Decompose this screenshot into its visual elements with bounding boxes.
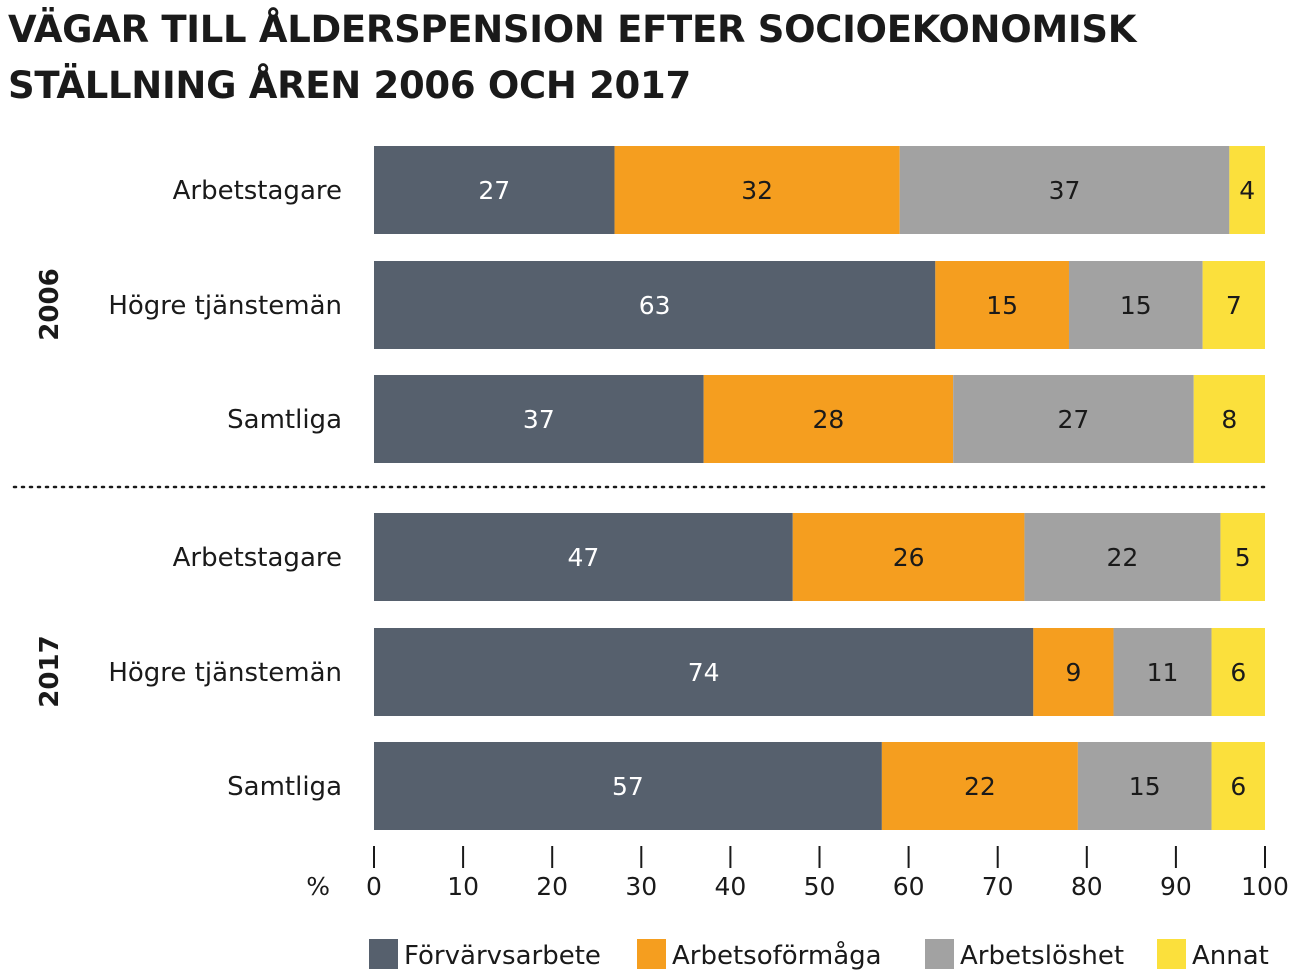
bar-segment-arbetsloshet-samtliga-2017: [1077, 742, 1212, 830]
bar-segment-arbetsloshet-hogre-tjansteman-2006: [1068, 261, 1203, 349]
data-label-annat-samtliga-2006: 8: [1221, 405, 1237, 434]
bar-segment-arbetsoformaga-arbetstagare-2006: [614, 146, 900, 234]
data-label-annat-arbetstagare-2017: 5: [1235, 543, 1251, 572]
data-label-arbetsoformaga-arbetstagare-2017: 26: [893, 543, 925, 572]
bar-segment-annat-samtliga-2017: [1211, 742, 1265, 830]
bar-segment-arbetsloshet-hogre-tjansteman-2017: [1113, 628, 1212, 716]
data-label-arbetsloshet-samtliga-2006: 27: [1058, 405, 1090, 434]
bar-segment-arbetsloshet-samtliga-2006: [953, 375, 1194, 463]
data-label-forvarvsarbete-arbetstagare-2017: 47: [567, 543, 599, 572]
data-label-forvarvsarbete-samtliga-2017: 57: [612, 772, 644, 801]
year-label-2017: 2017: [35, 635, 65, 707]
bar-segment-annat-hogre-tjansteman-2017: [1211, 628, 1265, 716]
legend-swatch-arbetsoformaga: [637, 939, 666, 969]
bar-segment-forvarvsarbete-arbetstagare-2006: [374, 146, 615, 234]
data-label-arbetsoformaga-arbetstagare-2006: 32: [741, 176, 773, 205]
bar-segment-arbetsoformaga-hogre-tjansteman-2017: [1033, 628, 1114, 716]
x-tick-label-60: 60: [893, 872, 925, 901]
legend-swatch-arbetsloshet: [925, 939, 954, 969]
category-label-hogre-tjansteman-2006: Högre tjänstemän: [108, 291, 342, 321]
data-label-arbetsloshet-samtliga-2017: 15: [1129, 772, 1161, 801]
data-label-forvarvsarbete-samtliga-2006: 37: [523, 405, 555, 434]
x-axis-label: %: [306, 872, 330, 901]
data-label-forvarvsarbete-hogre-tjansteman-2017: 74: [688, 658, 720, 687]
data-label-annat-hogre-tjansteman-2006: 7: [1226, 291, 1242, 320]
data-label-forvarvsarbete-arbetstagare-2006: 27: [478, 176, 510, 205]
bar-segment-arbetsloshet-arbetstagare-2017: [1024, 513, 1221, 601]
bar-segment-forvarvsarbete-hogre-tjansteman-2017: [374, 628, 1034, 716]
legend-swatch-forvarvsarbete: [369, 939, 398, 969]
x-tick-label-0: 0: [366, 872, 382, 901]
legend-label-arbetsoformaga: Arbetsoförmåga: [672, 940, 882, 971]
data-label-arbetsoformaga-hogre-tjansteman-2006: 15: [986, 291, 1018, 320]
data-label-arbetsoformaga-samtliga-2006: 28: [813, 405, 845, 434]
category-label-samtliga-2017: Samtliga: [227, 772, 342, 802]
bar-segment-annat-arbetstagare-2006: [1229, 146, 1265, 234]
bar-segment-annat-hogre-tjansteman-2006: [1202, 261, 1265, 349]
bar-segment-forvarvsarbete-hogre-tjansteman-2006: [374, 261, 936, 349]
year-label-2006: 2006: [35, 268, 65, 340]
legend-label-forvarvsarbete: Förvärvsarbete: [404, 941, 601, 971]
legend-swatch-annat: [1157, 939, 1186, 969]
bar-segment-annat-samtliga-2006: [1193, 375, 1265, 463]
bar-segment-arbetsoformaga-samtliga-2017: [881, 742, 1078, 830]
bar-segment-arbetsoformaga-hogre-tjansteman-2006: [935, 261, 1069, 349]
bar-segment-forvarvsarbete-arbetstagare-2017: [374, 513, 793, 601]
legend-label-arbetsloshet: Arbetslöshet: [960, 941, 1124, 971]
x-tick-label-40: 40: [714, 872, 746, 901]
bar-segment-arbetsloshet-arbetstagare-2006: [899, 146, 1230, 234]
category-label-arbetstagare-2017: Arbetstagare: [173, 543, 342, 573]
x-tick-label-20: 20: [536, 872, 568, 901]
data-label-arbetsoformaga-hogre-tjansteman-2017: 9: [1065, 658, 1081, 687]
data-label-forvarvsarbete-hogre-tjansteman-2006: 63: [639, 291, 671, 320]
data-label-annat-hogre-tjansteman-2017: 6: [1230, 658, 1246, 687]
bar-segment-forvarvsarbete-samtliga-2006: [374, 375, 704, 463]
x-tick-label-90: 90: [1160, 872, 1192, 901]
x-tick-label-30: 30: [625, 872, 657, 901]
category-label-hogre-tjansteman-2017: Högre tjänstemän: [108, 658, 342, 688]
chart-title: VÄGAR TILL ÅLDERSPENSION EFTER SOCIOEKON…: [8, 8, 1137, 107]
legend-label-annat: Annat: [1192, 941, 1269, 971]
x-tick-label-50: 50: [804, 872, 836, 901]
data-label-annat-samtliga-2017: 6: [1230, 772, 1246, 801]
category-label-samtliga-2006: Samtliga: [227, 405, 342, 435]
data-label-arbetsoformaga-samtliga-2017: 22: [964, 772, 996, 801]
x-tick-label-70: 70: [982, 872, 1014, 901]
data-label-arbetsloshet-arbetstagare-2017: 22: [1107, 543, 1139, 572]
data-label-arbetsloshet-hogre-tjansteman-2006: 15: [1120, 291, 1152, 320]
bar-segment-arbetsoformaga-samtliga-2006: [703, 375, 954, 463]
data-label-arbetsloshet-hogre-tjansteman-2017: 11: [1147, 658, 1179, 687]
x-tick-label-100: 100: [1241, 872, 1289, 901]
data-label-annat-arbetstagare-2006: 4: [1239, 176, 1255, 205]
data-label-arbetsloshet-arbetstagare-2006: 37: [1049, 176, 1081, 205]
x-tick-label-80: 80: [1071, 872, 1103, 901]
bar-segment-annat-arbetstagare-2017: [1220, 513, 1265, 601]
bar-segment-arbetsoformaga-arbetstagare-2017: [792, 513, 1025, 601]
bar-segment-forvarvsarbete-samtliga-2017: [374, 742, 882, 830]
category-label-arbetstagare-2006: Arbetstagare: [173, 176, 342, 206]
x-tick-label-10: 10: [447, 872, 479, 901]
